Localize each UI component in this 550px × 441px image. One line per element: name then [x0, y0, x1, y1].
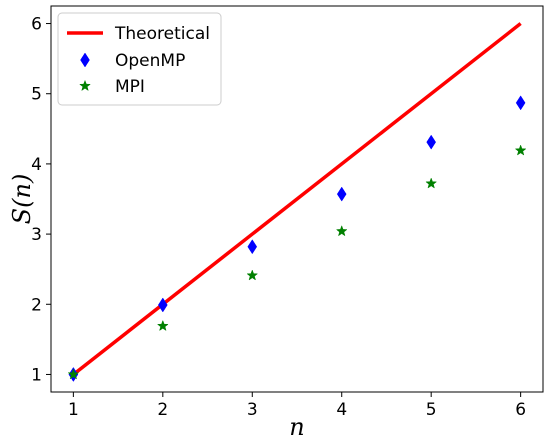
y-tick-label: 5: [31, 85, 42, 105]
openmp-legend-swatch: [80, 52, 90, 68]
y-tick-label: 4: [31, 155, 42, 175]
openmp-point: [158, 297, 168, 313]
y-axis-label: S(n): [8, 174, 36, 225]
y-tick-label: 1: [31, 365, 42, 385]
mpi-point: [514, 144, 527, 156]
x-axis-label: n: [289, 413, 304, 441]
mpi-point: [425, 177, 438, 189]
x-tick-label: 5: [426, 400, 437, 420]
x-tick-label: 2: [157, 400, 168, 420]
mpi-point: [156, 319, 169, 332]
openmp-point: [515, 95, 526, 111]
openmp-point: [336, 186, 347, 202]
x-tick-label: 6: [515, 400, 526, 420]
legend: Theoretical OpenMP MPI: [57, 12, 222, 106]
openmp-point: [426, 134, 436, 150]
mpi-legend-swatch: [79, 79, 91, 92]
y-tick-label: 3: [31, 225, 42, 245]
mpi-point: [246, 269, 259, 281]
x-tick-label: 3: [247, 400, 258, 420]
mpi-point: [335, 225, 348, 237]
x-tick-label: 1: [68, 400, 79, 420]
y-tick-label: 2: [31, 295, 42, 315]
openmp-legend-label: OpenMP: [115, 51, 185, 71]
mpi-point: [67, 368, 80, 380]
legend-box: [57, 12, 222, 106]
openmp-point: [247, 239, 258, 255]
y-tick-label: 6: [31, 15, 42, 35]
mpi-legend-label: MPI: [115, 77, 145, 97]
theoretical-line: [72, 22, 522, 376]
plot-frame: [50, 5, 544, 393]
theoretical-legend-label: Theoretical: [114, 24, 210, 44]
x-tick-label: 4: [336, 400, 347, 420]
